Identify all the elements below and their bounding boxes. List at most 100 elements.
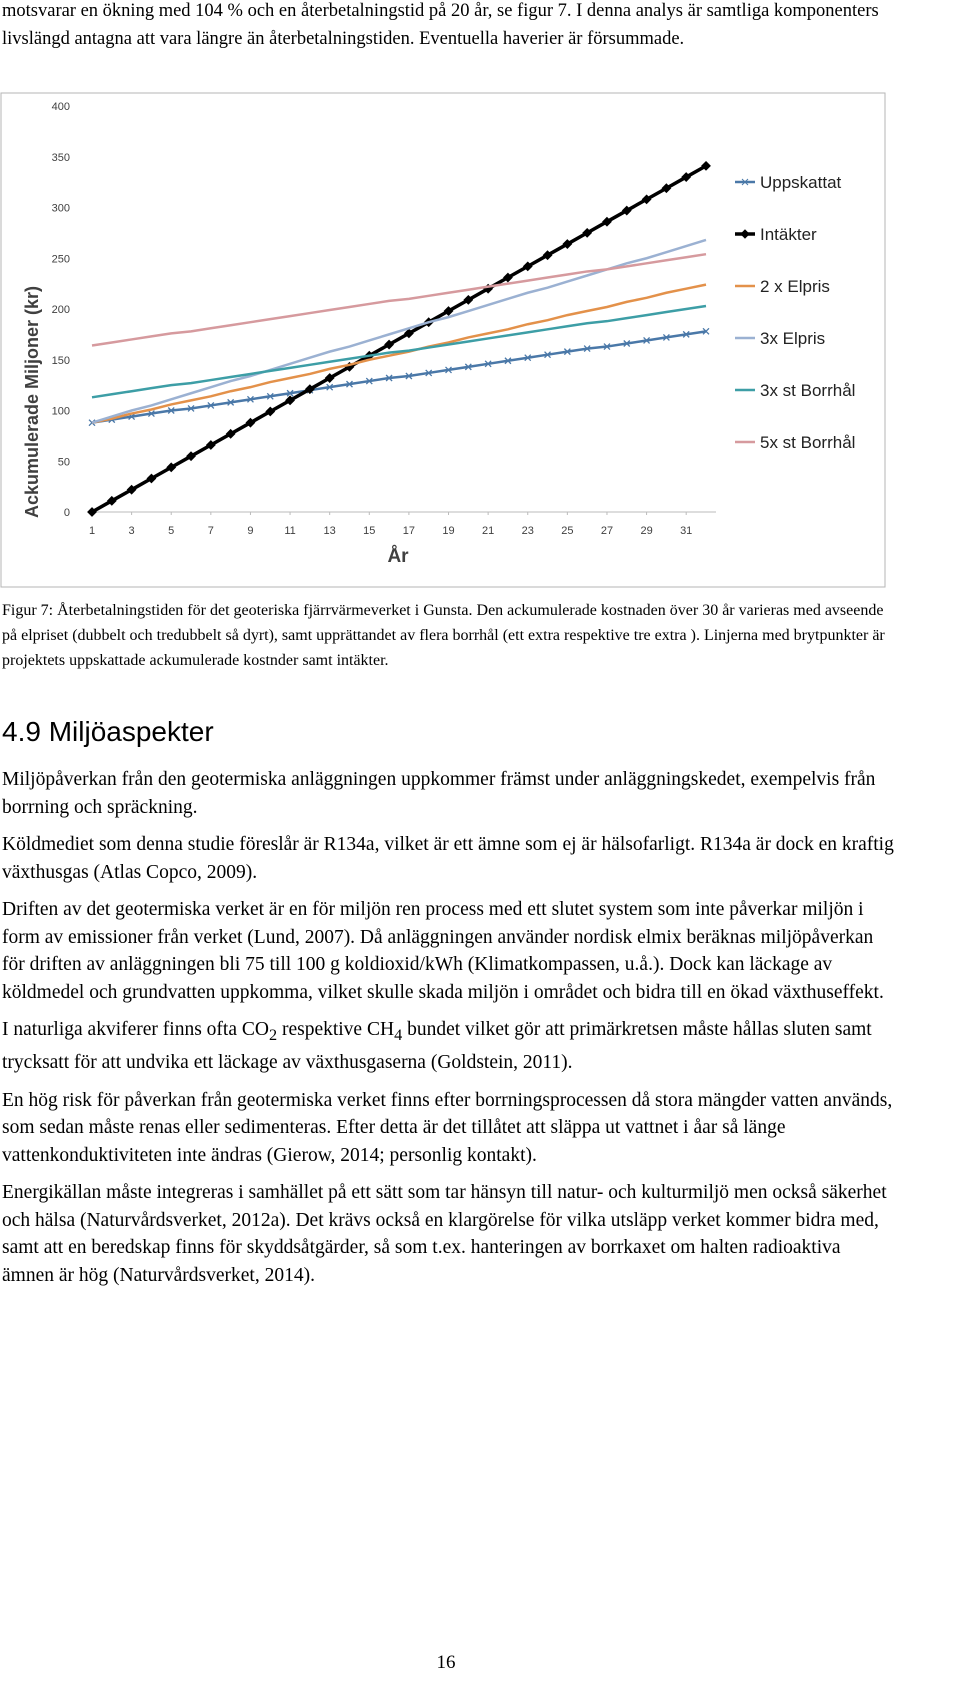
- data-point: [207, 401, 215, 409]
- data-point: [346, 380, 353, 388]
- x-tick-label: 31: [680, 525, 692, 537]
- data-point: [484, 360, 492, 368]
- x-axis-title: År: [387, 546, 409, 567]
- data-point: [166, 462, 177, 473]
- data-point: [702, 327, 710, 335]
- data-point: [403, 328, 414, 339]
- paragraph: Driften av det geotermiska verket är en …: [2, 899, 884, 1003]
- data-point: [324, 373, 335, 383]
- legend-label: 5x st Borrhål: [760, 433, 855, 452]
- x-tick-label: 21: [482, 525, 494, 537]
- data-point: [504, 357, 512, 365]
- y-tick-label: 200: [52, 304, 70, 316]
- data-point: [147, 410, 155, 418]
- x-tick-label: 29: [640, 525, 652, 537]
- x-tick-label: 23: [522, 525, 534, 537]
- y-tick-label: 250: [52, 253, 70, 265]
- legend-label: 2 x Elpris: [760, 277, 830, 296]
- data-point: [285, 395, 295, 406]
- figure-caption: Figur 7: Återbetalningstiden för det geo…: [2, 602, 885, 669]
- data-point: [463, 294, 474, 305]
- data-point: [266, 392, 274, 400]
- data-point: [384, 339, 395, 350]
- section-number: 4.9: [2, 716, 41, 747]
- data-point: [405, 372, 413, 380]
- chart-frame: [0, 92, 886, 588]
- series-line: [91, 252, 707, 347]
- data-point: [425, 369, 433, 377]
- data-point: [87, 507, 97, 517]
- x-tick-label: 1: [89, 525, 95, 537]
- x-tick-label: 27: [601, 525, 613, 537]
- data-point: [385, 374, 393, 382]
- data-point: [582, 227, 593, 238]
- text-run: bundet vilket gör att primärkretsen måst…: [2, 1019, 872, 1074]
- y-tick-label: 400: [52, 101, 70, 113]
- data-point: [662, 333, 670, 341]
- x-tick-label: 11: [284, 525, 295, 537]
- paragraph: Energikällan måste integreras i samhälle…: [2, 1182, 887, 1286]
- data-point: [167, 407, 175, 414]
- series-line: [91, 330, 707, 424]
- paragraph: I naturliga akviferer finns ofta CO2 res…: [2, 1016, 894, 1077]
- subscript: 4: [394, 1025, 403, 1044]
- x-tick-label: 9: [247, 525, 253, 537]
- series-line: [91, 164, 707, 514]
- x-tick-label: 17: [403, 525, 415, 537]
- data-point: [603, 343, 611, 351]
- data-point: [227, 398, 235, 406]
- data-point: [126, 484, 137, 495]
- data-point: [621, 205, 632, 216]
- legend-label: 3x st Borrhål: [760, 381, 855, 400]
- page-number: 16: [436, 1652, 456, 1673]
- data-point: [246, 395, 254, 403]
- y-tick-label: 150: [52, 355, 70, 367]
- paragraph: Köldmediet som denna studie föreslår är …: [2, 834, 894, 883]
- legend-label: 3x Elpris: [760, 329, 825, 348]
- section-heading: 4.9 Miljöaspekter: [2, 716, 214, 748]
- y-tick-label: 350: [52, 152, 70, 164]
- x-tick-label: 13: [324, 525, 336, 537]
- x-tick-label: 19: [442, 525, 454, 537]
- legend-label: Uppskattat: [760, 173, 842, 192]
- text-run: respektive CH: [277, 1019, 395, 1040]
- data-point: [681, 172, 692, 182]
- data-point: [522, 261, 533, 272]
- x-tick-label: 15: [363, 525, 375, 537]
- data-point: [661, 183, 672, 194]
- intro-paragraph: motsvarar en ökning med 104 % och en åte…: [2, 1, 879, 49]
- data-point: [187, 405, 195, 412]
- x-tick-label: 3: [129, 525, 135, 537]
- data-point: [563, 348, 571, 356]
- data-point: [524, 354, 532, 362]
- data-point: [365, 377, 373, 385]
- legend-label: Intäkter: [760, 225, 817, 244]
- data-point: [643, 337, 651, 344]
- data-point: [146, 473, 157, 484]
- data-point: [443, 306, 454, 316]
- data-point: [304, 384, 315, 395]
- data-point: [701, 160, 711, 171]
- data-point: [544, 351, 552, 359]
- x-tick-label: 7: [208, 525, 214, 537]
- data-point: [562, 239, 573, 249]
- body-text: Miljöpåverkan från den geotermiska anläg…: [2, 766, 894, 1299]
- x-tick-label: 25: [561, 525, 573, 537]
- data-point: [583, 345, 591, 353]
- paragraph: Miljöpåverkan från den geotermiska anläg…: [2, 769, 876, 818]
- data-point: [205, 440, 216, 450]
- section-title: Miljöaspekter: [48, 716, 214, 747]
- y-tick-label: 300: [52, 203, 70, 215]
- data-point: [623, 340, 631, 347]
- data-point: [106, 495, 117, 506]
- y-tick-label: 0: [64, 507, 70, 519]
- data-point: [225, 428, 236, 439]
- y-tick-label: 100: [52, 406, 70, 418]
- series-line: [91, 283, 707, 424]
- y-tick-label: 50: [58, 456, 70, 468]
- legend-marker: [741, 178, 749, 186]
- text-run: I naturliga akviferer finns ofta CO: [2, 1019, 269, 1040]
- data-point: [682, 330, 690, 338]
